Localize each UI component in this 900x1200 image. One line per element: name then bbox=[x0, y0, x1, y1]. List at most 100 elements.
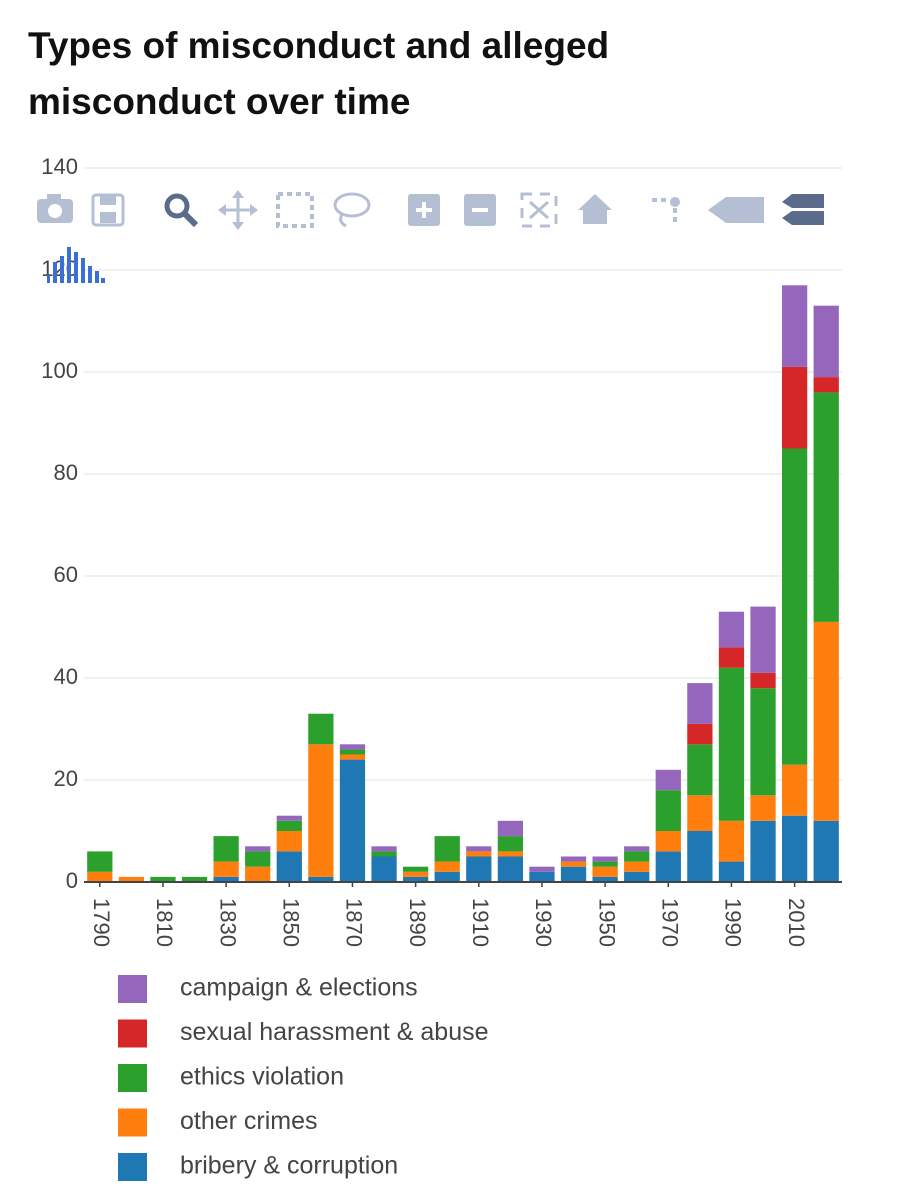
autoscale-icon[interactable] bbox=[520, 192, 558, 228]
bar-segment bbox=[813, 305, 839, 378]
x-tick-label: 1990 bbox=[721, 898, 746, 947]
bar-segment bbox=[213, 861, 239, 877]
bar-segment bbox=[781, 366, 808, 449]
bar-segment bbox=[718, 647, 745, 668]
bar-segment bbox=[750, 672, 776, 689]
bar-segment bbox=[592, 856, 618, 862]
bar-segment bbox=[434, 871, 460, 882]
bar-segment bbox=[308, 876, 334, 882]
bar-segment bbox=[402, 871, 429, 877]
lasso-icon[interactable] bbox=[333, 192, 371, 228]
bar-segment bbox=[687, 723, 713, 745]
camera-icon[interactable] bbox=[37, 194, 73, 223]
y-tick-label: 0 bbox=[66, 868, 78, 893]
y-tick-label: 80 bbox=[54, 460, 78, 485]
y-tick-label: 20 bbox=[54, 766, 78, 791]
reset-icon[interactable] bbox=[578, 194, 612, 224]
legend-label: bribery & corruption bbox=[180, 1152, 398, 1180]
bar-segment bbox=[687, 683, 713, 724]
zoom-out-icon[interactable] bbox=[464, 194, 496, 226]
bar-segment bbox=[560, 866, 587, 882]
bar-segment bbox=[276, 851, 302, 882]
plotly-logo[interactable] bbox=[47, 247, 105, 283]
bar-segment bbox=[781, 815, 808, 882]
box-select-icon[interactable] bbox=[276, 192, 314, 228]
bar-segment bbox=[624, 851, 650, 862]
legend-label: campaign & elections bbox=[180, 974, 418, 1002]
bar-segment bbox=[687, 744, 713, 796]
legend-label: other crimes bbox=[180, 1107, 318, 1135]
bar-segment bbox=[560, 861, 587, 867]
y-tick-label: 140 bbox=[41, 154, 78, 179]
bar-segment bbox=[213, 876, 239, 882]
hover-compare-icon[interactable] bbox=[782, 194, 824, 225]
bar-segment bbox=[339, 749, 366, 755]
x-tick-labels: 1790 1810 1830 1850 1870 1890 1910 1930 1950 1970… bbox=[89, 898, 809, 947]
modebar[interactable] bbox=[0, 185, 860, 283]
bar-segment bbox=[813, 621, 839, 821]
legend-label: ethics violation bbox=[180, 1063, 344, 1091]
bar-segment bbox=[339, 759, 366, 882]
bar-segment bbox=[781, 448, 808, 765]
x-tick-label: 1910 bbox=[468, 898, 493, 947]
bar-segment bbox=[245, 846, 271, 852]
bar-segment bbox=[592, 866, 618, 877]
save-icon[interactable] bbox=[91, 193, 125, 227]
spike-icon[interactable] bbox=[652, 197, 680, 222]
bar-segment bbox=[750, 795, 776, 821]
bar-segment bbox=[813, 820, 839, 882]
y-tick-label: 100 bbox=[41, 358, 78, 383]
bar-segment bbox=[434, 836, 460, 862]
bar-segment bbox=[750, 606, 776, 673]
axes: 0 20 40 60 80 100 120 140 bbox=[41, 154, 842, 893]
bar-segment bbox=[402, 866, 429, 872]
bar-segment bbox=[497, 820, 524, 837]
bar-segment bbox=[276, 820, 302, 831]
legend-label: sexual harassment & abuse bbox=[180, 1018, 489, 1046]
bar-segment bbox=[276, 815, 302, 821]
bar-segment bbox=[339, 754, 366, 760]
x-tick-label: 1950 bbox=[594, 898, 619, 947]
y-tick-label: 60 bbox=[54, 562, 78, 587]
bar-segment bbox=[276, 831, 302, 852]
bar-segment bbox=[466, 851, 492, 857]
bar-segment bbox=[592, 876, 618, 882]
bar-segment bbox=[466, 856, 492, 882]
x-tick-label: 1790 bbox=[89, 898, 114, 947]
bar-segment bbox=[781, 764, 808, 816]
zoom-in-icon[interactable] bbox=[408, 194, 440, 226]
bar-segment bbox=[592, 861, 618, 867]
bar-segment bbox=[181, 876, 208, 882]
bar-segment bbox=[655, 831, 681, 852]
bar-segment bbox=[245, 851, 271, 867]
bar-segment bbox=[781, 285, 808, 367]
bar-segment bbox=[529, 866, 555, 872]
grid bbox=[84, 167, 842, 883]
bar-segment bbox=[560, 856, 587, 862]
bar-segment bbox=[624, 846, 650, 852]
bar-segment bbox=[813, 377, 839, 393]
bar-segment bbox=[118, 876, 145, 882]
bar-segment bbox=[750, 688, 776, 796]
x-tick-label: 2010 bbox=[784, 898, 809, 947]
x-tick-label: 1810 bbox=[152, 898, 177, 947]
bar-segment bbox=[687, 795, 713, 831]
bar-segment bbox=[529, 871, 555, 882]
bar-segment bbox=[718, 667, 745, 821]
legend-swatch bbox=[118, 1019, 147, 1048]
zoom-icon[interactable] bbox=[164, 193, 199, 228]
x-tick-label: 1870 bbox=[342, 898, 367, 947]
bar-segment bbox=[371, 856, 397, 882]
bar-segment bbox=[371, 846, 397, 852]
bar-segment bbox=[308, 713, 334, 745]
legend-swatch bbox=[118, 1064, 147, 1092]
bar-segment bbox=[339, 744, 366, 750]
pan-icon[interactable] bbox=[218, 190, 258, 230]
bar-segment bbox=[402, 876, 429, 882]
x-tick-label: 1830 bbox=[215, 898, 240, 947]
hover-closest-icon[interactable] bbox=[708, 197, 764, 223]
bar-segment bbox=[497, 851, 524, 857]
bar-segment bbox=[87, 851, 113, 872]
